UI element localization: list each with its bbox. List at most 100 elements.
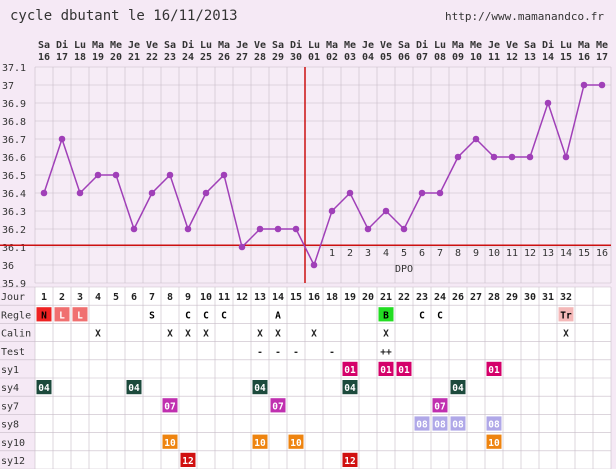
dpo-label: 13 [542,248,554,259]
x-day-label: Sa [164,40,176,51]
x-day-label: Sa [38,40,50,51]
y-tick-label: 36.2 [2,225,26,236]
symptom-text: - [257,347,263,358]
x-date-label: 16 [578,52,590,63]
y-tick-label: 36.7 [2,135,26,146]
x-date-label: 01 [308,52,320,63]
day-number: 13 [254,292,266,303]
temperature-point [148,189,156,197]
symptom-text: 10 [164,438,176,449]
symptom-text: L [77,310,83,321]
temperature-point [400,225,408,233]
symptom-text: B [383,310,389,321]
symptom-cell [432,398,448,413]
day-number: 29 [506,292,518,303]
x-day-label: Me [470,40,482,51]
temperature-point [328,207,336,215]
temperature-point [220,171,228,179]
symptom-text: - [329,347,335,358]
symptom-text: 07 [434,401,445,412]
x-day-label: Je [488,40,500,51]
symptom-text: X [563,329,569,340]
x-date-label: 06 [398,52,410,63]
x-day-label: Di [416,39,428,51]
day-number: 12 [236,292,248,303]
symptom-text: 04 [128,383,140,394]
temperature-point [454,153,462,161]
day-number: 31 [542,292,554,303]
row-label: sy10 [1,438,25,449]
symptom-text: 10 [254,438,266,449]
x-date-label: 18 [74,52,86,63]
x-day-label: Lu [200,40,212,51]
day-number: 16 [308,292,320,303]
dpo-label: 6 [419,248,425,259]
symptom-text: C [437,310,443,321]
symptom-cell [486,416,502,431]
x-day-label: Lu [560,40,572,51]
day-number: 3 [77,292,83,303]
row-label: Test [1,347,25,358]
x-date-label: 29 [272,52,284,63]
symptom-text: 10 [290,438,302,449]
symptom-cell [288,434,304,449]
dpo-label: 3 [365,248,371,259]
symptom-text: 07 [272,401,283,412]
symptom-cell [378,307,394,322]
dpo-text: DPO [395,264,413,275]
temperature-point [382,207,390,215]
symptom-text: C [185,310,191,321]
temperature-point [490,153,498,161]
symptom-cell [36,380,52,395]
day-number: 2 [59,292,65,303]
x-date-label: 26 [218,52,230,63]
y-tick-label: 37 [2,81,14,92]
row-label: sy4 [1,383,19,394]
symptom-cell [396,361,412,376]
day-number: 5 [113,292,119,303]
dpo-label: 7 [437,248,443,259]
site-url: http://www.mamanandco.fr [445,10,604,23]
symptom-text: C [203,310,209,321]
symptom-text: X [311,329,317,340]
symptom-text: 01 [344,365,356,376]
symptom-cell [342,380,358,395]
temperature-point [256,225,264,233]
temperature-point [562,153,570,161]
symptom-text: X [383,329,389,340]
x-date-label: 17 [56,52,68,63]
symptom-text: - [275,347,281,358]
x-date-label: 19 [92,52,104,63]
x-day-label: Je [236,40,248,51]
x-date-label: 24 [182,52,194,63]
x-date-label: 09 [452,52,464,63]
x-day-label: Ve [254,40,266,51]
x-day-label: Ve [506,40,518,51]
day-number: 20 [362,292,374,303]
day-number: 8 [167,292,173,303]
x-date-label: 04 [362,52,374,63]
y-tick-label: 35.9 [2,279,26,290]
x-day-label: Ma [578,40,590,51]
symptom-text: 08 [416,420,428,431]
dpo-label: 8 [455,248,461,259]
x-date-label: 13 [524,52,536,63]
temperature-point [130,225,138,233]
day-number: 4 [95,292,101,303]
x-date-label: 16 [38,52,50,63]
y-tick-label: 36.3 [2,207,26,218]
x-date-label: 28 [254,52,266,63]
symptom-text: X [275,329,281,340]
day-number: 10 [200,292,212,303]
temperature-point [472,135,480,143]
x-date-label: 08 [434,52,446,63]
symptom-text: 01 [398,365,410,376]
symptom-cell [486,361,502,376]
dpo-label: 10 [488,248,500,259]
y-tick-label: 36.9 [2,99,26,110]
temperature-point [418,189,426,197]
symptom-cell [450,380,466,395]
x-day-label: Ma [326,40,338,51]
y-tick-label: 36.8 [2,117,26,128]
day-number: 30 [524,292,536,303]
